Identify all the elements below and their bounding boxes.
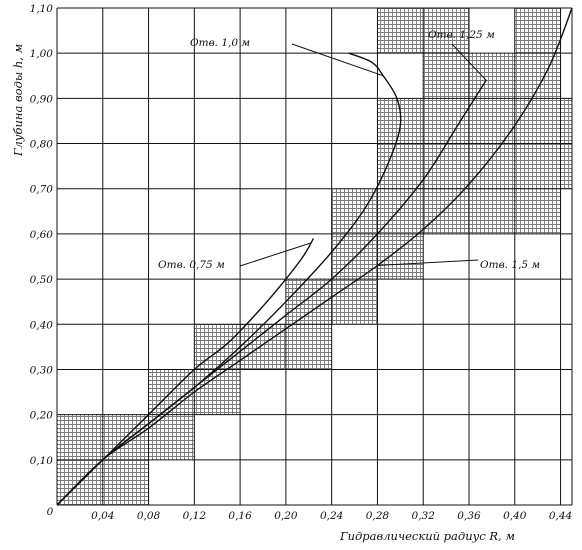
series-curves [56, 7, 573, 506]
series-label-2: Отв. 1,0 м [190, 37, 250, 49]
annotation-leader [377, 259, 479, 266]
x-tick-label: 0,16 [228, 510, 252, 522]
y-tick-label: 0,30 [30, 364, 54, 376]
hatch-cell [469, 188, 515, 234]
x-tick-label: 0,40 [503, 510, 527, 522]
hatch-cell [102, 459, 149, 505]
hatch-cell [285, 324, 332, 370]
x-tick-label: 0,08 [137, 510, 161, 522]
hatch-cell [560, 143, 572, 189]
x-tick-label: 0,12 [183, 510, 207, 522]
hatch-cell [331, 279, 378, 325]
x-tick-label: 0,44 [549, 510, 572, 522]
y-tick-label: 1,00 [30, 48, 54, 60]
hatch-cell [469, 143, 515, 189]
hatch-cell [423, 98, 469, 144]
hatch-cell [469, 53, 515, 99]
y-tick-label: 0,80 [30, 139, 54, 151]
y-tick-label: 0,60 [30, 229, 54, 241]
tick-labels: 0,04 0,08 0,12 0,16 0,20 0,24 0,28 0,32 0,36 0,40… [30, 3, 573, 522]
hatch-cell [514, 53, 561, 99]
x-tick-label: 0,04 [91, 510, 114, 522]
annotation-leader [239, 242, 312, 267]
x-axis-title: Гидравлический радиус R, м [339, 529, 515, 543]
annotation-leader [451, 43, 487, 81]
series-annotations: Отв. 1,0 м Отв. 1,25 м Отв. 0,75 м Отв. 1,5… [158, 29, 540, 271]
hatch-cell [514, 98, 561, 144]
series-label-4: Отв. 1,5 м [480, 259, 540, 271]
y-tick-label: 0,10 [30, 455, 54, 467]
y-tick-label: 0,70 [30, 184, 54, 196]
origin-label: 0 [47, 506, 54, 518]
series-label-1: Отв. 0,75 м [158, 259, 225, 271]
y-tick-label: 0,40 [30, 319, 54, 331]
grid [56, 7, 573, 506]
x-tick-label: 0,20 [274, 510, 298, 522]
series-line-4 [56, 7, 573, 506]
hatch-cell [331, 188, 378, 234]
series-line-3 [56, 79, 487, 506]
hatch-cell [194, 324, 241, 370]
y-axis-title: Глубина воды h, м [11, 44, 25, 157]
y-tick-label: 0,50 [30, 274, 54, 286]
y-tick-label: 0,20 [30, 410, 54, 422]
hatch-cell [469, 98, 515, 144]
y-tick-label: 1,10 [30, 3, 54, 15]
hatch-cell [423, 143, 469, 189]
y-tick-label: 0,90 [30, 93, 54, 105]
hatch-cell [514, 188, 561, 234]
hatch-cell [57, 414, 103, 460]
hatch-cell [423, 53, 469, 99]
x-tick-label: 0,24 [320, 510, 343, 522]
hatch-cell [377, 233, 424, 280]
hatch-cell [514, 8, 561, 54]
hatch-cell [560, 98, 572, 144]
x-tick-label: 0,36 [457, 510, 481, 522]
hatch-cell [148, 414, 195, 460]
x-tick-label: 0,32 [412, 510, 436, 522]
hatch-cell [514, 143, 561, 189]
hatch-cell [423, 188, 469, 234]
x-tick-label: 0,28 [366, 510, 390, 522]
annotation-leader [291, 43, 384, 77]
series-label-3: Отв. 1,25 м [428, 29, 495, 41]
hatch-cell [240, 324, 286, 370]
hatched-background-cells [57, 8, 572, 505]
hatch-cell [194, 369, 241, 415]
hatch-cell [377, 143, 424, 189]
series-line-1 [56, 238, 315, 506]
hatch-cell [423, 8, 469, 54]
hatch-cell [377, 8, 424, 54]
